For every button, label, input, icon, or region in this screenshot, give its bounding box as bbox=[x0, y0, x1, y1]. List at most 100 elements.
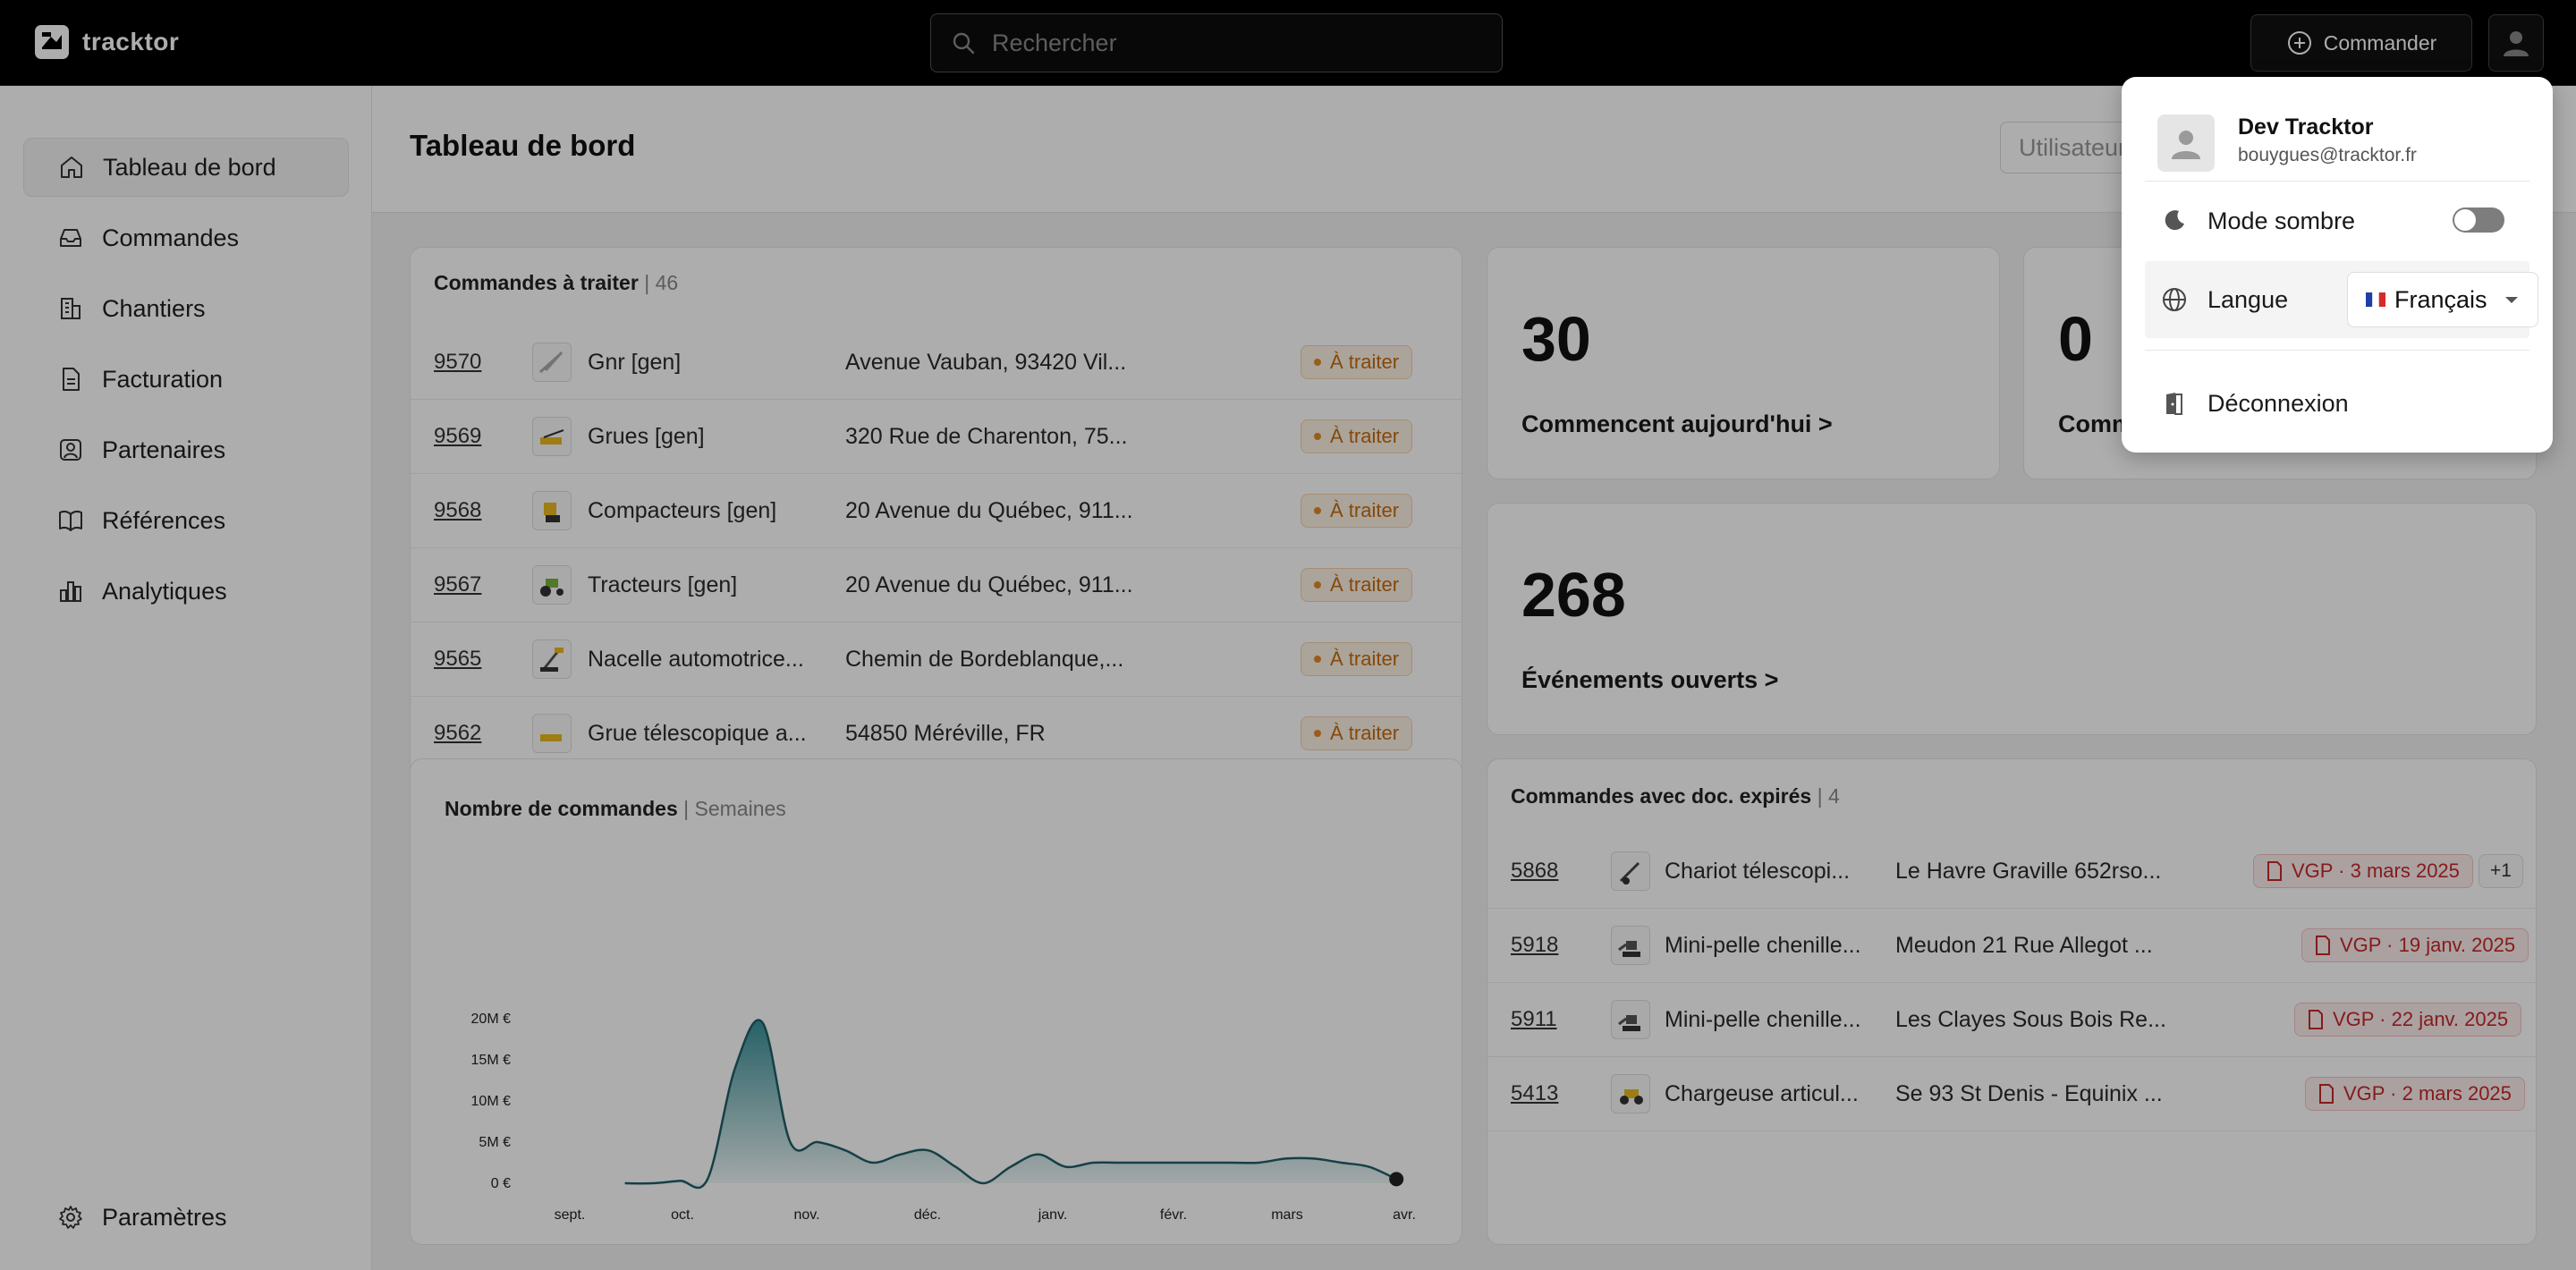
expired-docs-card: Commandes avec doc. expirés | 4 5868 Cha… bbox=[1487, 758, 2537, 1245]
expired-doc-badge: VGP · 19 janv. 2025 bbox=[2301, 928, 2529, 962]
contact-icon bbox=[60, 439, 81, 461]
moon-icon bbox=[2165, 210, 2184, 231]
sidebar-item-label: Commandes bbox=[102, 224, 240, 251]
chart-series-line bbox=[624, 1019, 1397, 1190]
sidebar-item-settings[interactable]: Paramètres bbox=[23, 1188, 349, 1247]
order-id-link[interactable]: 9570 bbox=[434, 350, 482, 374]
order-id-link[interactable]: 9569 bbox=[434, 424, 482, 448]
stat-value: 0 bbox=[2058, 304, 2093, 374]
dark-mode-toggle[interactable] bbox=[2453, 207, 2504, 233]
x-tick-label: janv. bbox=[1038, 1207, 1068, 1223]
tractor-icon bbox=[540, 579, 564, 597]
order-id-link[interactable]: 5911 bbox=[1511, 1007, 1557, 1031]
equipment-thumbnail bbox=[1611, 1000, 1650, 1039]
equipment-thumbnail bbox=[1611, 851, 1650, 891]
gear-icon bbox=[59, 1206, 82, 1229]
x-tick-label: avr. bbox=[1393, 1207, 1416, 1223]
table-row[interactable]: 5918 Mini-pelle chenille... Meudon 21 Ru… bbox=[1487, 909, 2536, 983]
chart-title-text: Nombre de commandes bbox=[445, 797, 678, 820]
more-docs-badge[interactable]: +1 bbox=[2479, 854, 2523, 888]
starting-today-link[interactable]: Commencent aujourd'hui > bbox=[1521, 411, 1833, 437]
language-value: Français bbox=[2394, 285, 2487, 313]
stat-link[interactable]: Comm bbox=[2058, 411, 2134, 437]
status-badge: À traiter bbox=[1301, 716, 1413, 750]
sidebar-item-billing[interactable]: Facturation bbox=[23, 350, 349, 409]
table-row[interactable]: 9562 Grue télescopique a... 54850 Mérévi… bbox=[411, 697, 1462, 771]
file-icon bbox=[2316, 936, 2330, 955]
x-tick-label: oct. bbox=[671, 1207, 694, 1223]
toggle-knob bbox=[2454, 209, 2476, 231]
mini-excavator-icon bbox=[1618, 941, 1640, 957]
dark-mode-item[interactable]: Mode sombre bbox=[2145, 182, 2529, 259]
chart-point[interactable] bbox=[1389, 1172, 1404, 1187]
expired-docs-title: Commandes avec doc. expirés | 4 bbox=[1511, 784, 1840, 809]
search-box[interactable] bbox=[930, 13, 1503, 72]
open-events-card[interactable]: 268 Événements ouverts > bbox=[1487, 503, 2537, 735]
main-content: Tableau de bord Utilisateur Commandes à … bbox=[372, 86, 2576, 1270]
table-row[interactable]: 9565 Nacelle automotrice... Chemin de Bo… bbox=[411, 622, 1462, 697]
sidebar-item-analytics[interactable]: Analytiques bbox=[23, 562, 349, 621]
sidebar-item-partners[interactable]: Partenaires bbox=[23, 420, 349, 479]
equipment-thumbnail bbox=[532, 714, 572, 753]
site-address: Se 93 St Denis - Equinix ... bbox=[1895, 1080, 2163, 1106]
user-icon bbox=[2504, 31, 2529, 56]
search-input[interactable] bbox=[992, 29, 1493, 57]
order-id-link[interactable]: 9568 bbox=[434, 498, 482, 522]
table-row[interactable]: 9568 Compacteurs [gen] 20 Avenue du Québ… bbox=[411, 474, 1462, 548]
order-id-link[interactable]: 5868 bbox=[1511, 859, 1559, 883]
equipment-name: Nacelle automotrice... bbox=[588, 646, 804, 672]
order-id-link[interactable]: 5918 bbox=[1511, 933, 1559, 957]
user-email: bouygues@tracktor.fr bbox=[2238, 145, 2417, 165]
starting-today-card[interactable]: 30 Commencent aujourd'hui > bbox=[1487, 247, 2000, 479]
file-icon bbox=[2309, 1010, 2323, 1029]
sidebar-item-references[interactable]: Références bbox=[23, 491, 349, 550]
user-filter-select[interactable]: Utilisateur bbox=[2000, 122, 2215, 174]
status-label: À traiter bbox=[1330, 722, 1400, 744]
app-logo[interactable]: tracktor bbox=[34, 24, 179, 60]
sidebar-item-label: Facturation bbox=[102, 365, 224, 393]
x-tick-label: mars bbox=[1271, 1207, 1303, 1223]
orders-to-process-card: Commandes à traiter | 46 9570 Gnr [gen] … bbox=[410, 247, 1462, 819]
y-tick-label: 10M € bbox=[471, 1094, 512, 1109]
sidebar-item-dashboard[interactable]: Tableau de bord bbox=[23, 138, 349, 197]
building-icon bbox=[61, 298, 80, 319]
order-button[interactable]: Commander bbox=[2250, 14, 2472, 72]
avatar bbox=[2157, 114, 2215, 172]
table-row[interactable]: 9569 Grues [gen] 320 Rue de Charenton, 7… bbox=[411, 400, 1462, 474]
fuel-pump-icon bbox=[538, 351, 564, 374]
top-bar: tracktor Commander bbox=[0, 0, 2576, 86]
equipment-thumbnail bbox=[532, 639, 572, 679]
tracktor-logo-icon bbox=[35, 25, 69, 59]
language-label: Langue bbox=[2207, 285, 2289, 313]
x-tick-label: déc. bbox=[914, 1207, 941, 1223]
equipment-name: Chariot télescopi... bbox=[1665, 858, 1851, 884]
equipment-name: Compacteurs [gen] bbox=[588, 497, 777, 523]
table-row[interactable]: 9570 Gnr [gen] Avenue Vauban, 93420 Vil.… bbox=[411, 326, 1462, 400]
logout-item[interactable]: Déconnexion bbox=[2145, 365, 2529, 442]
expired-doc-badge: VGP · 2 mars 2025 bbox=[2305, 1077, 2525, 1111]
site-address: Meudon 21 Rue Allegot ... bbox=[1895, 932, 2153, 958]
user-menu-button[interactable] bbox=[2488, 14, 2544, 72]
table-row[interactable]: 5868 Chariot télescopi... Le Havre Gravi… bbox=[1487, 834, 2536, 909]
document-icon bbox=[63, 368, 80, 391]
x-tick-label: nov. bbox=[793, 1207, 819, 1223]
table-row[interactable]: 9567 Tracteurs [gen] 20 Avenue du Québec… bbox=[411, 548, 1462, 622]
table-row[interactable]: 5413 Chargeuse articul... Se 93 St Denis… bbox=[1487, 1057, 2536, 1131]
order-id-link[interactable]: 9565 bbox=[434, 647, 482, 671]
table-row[interactable]: 5911 Mini-pelle chenille... Les Clayes S… bbox=[1487, 983, 2536, 1057]
equipment-name: Tracteurs [gen] bbox=[588, 572, 738, 597]
status-badge: À traiter bbox=[1301, 642, 1413, 676]
user-name: Dev Tracktor bbox=[2238, 114, 2374, 140]
user-dropdown-menu: Dev Tracktor bouygues@tracktor.fr Mode s… bbox=[2122, 77, 2553, 453]
order-id-link[interactable]: 9567 bbox=[434, 572, 482, 597]
orders-card-title: Commandes à traiter | 46 bbox=[434, 271, 678, 295]
order-id-link[interactable]: 5413 bbox=[1511, 1081, 1559, 1105]
dark-mode-label: Mode sombre bbox=[2207, 207, 2356, 234]
menu-divider bbox=[2145, 350, 2529, 351]
language-select[interactable]: Français bbox=[2347, 272, 2538, 327]
open-events-link[interactable]: Événements ouverts > bbox=[1521, 666, 1779, 693]
order-id-link[interactable]: 9562 bbox=[434, 721, 482, 745]
sidebar-item-orders[interactable]: Commandes bbox=[23, 208, 349, 267]
stat-value: 30 bbox=[1521, 304, 1591, 374]
sidebar-item-sites[interactable]: Chantiers bbox=[23, 279, 349, 338]
